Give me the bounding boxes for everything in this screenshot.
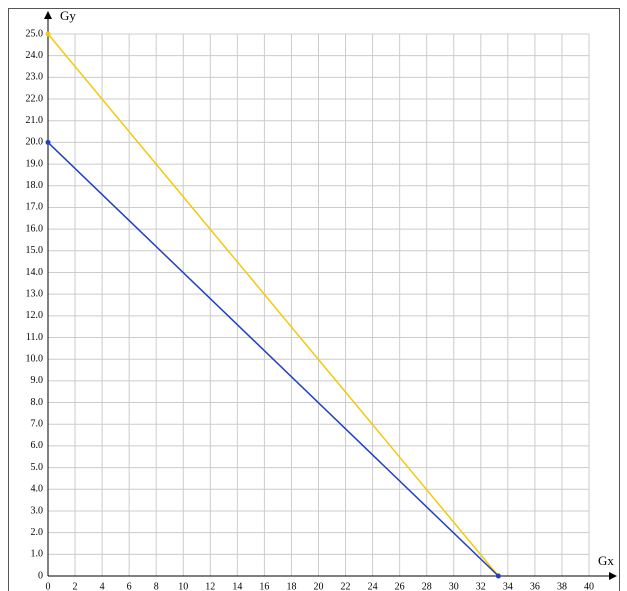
y-tick-label: 13.0 — [26, 288, 44, 299]
x-arrow — [609, 572, 617, 580]
x-tick-label: 32 — [476, 581, 486, 591]
y-tick-label: 18.0 — [26, 180, 44, 191]
y-tick-label: 25.0 — [26, 28, 44, 39]
x-tick-label: 16 — [259, 581, 269, 591]
y-tick-label: 9.0 — [31, 375, 44, 386]
x-tick-label: 10 — [178, 581, 188, 591]
y-tick-label: 1.0 — [31, 549, 44, 560]
y-tick-label: 21.0 — [26, 115, 44, 126]
x-tick-label: 4 — [100, 581, 105, 591]
frame — [8, 8, 620, 591]
y-tick-label: 10.0 — [26, 353, 44, 364]
y-tick-label: 11.0 — [26, 332, 43, 343]
y-tick-label: 20.0 — [26, 137, 44, 148]
point — [45, 31, 51, 37]
y-tick-label: 16.0 — [26, 223, 44, 234]
y-tick-label: 15.0 — [26, 245, 44, 256]
y-tick-label: 23.0 — [26, 72, 44, 83]
x-axis-title: Gx — [598, 553, 614, 568]
x-tick-label: 34 — [503, 581, 513, 591]
y-tick-label: 2.0 — [31, 527, 44, 538]
y-tick-label: 22.0 — [26, 93, 44, 104]
y-axis-title: Gy — [60, 8, 76, 23]
y-tick-label: 5.0 — [31, 462, 44, 473]
y-tick-label: 0 — [38, 570, 43, 581]
x-tick-label: 28 — [422, 581, 432, 591]
x-tick-label: 2 — [73, 581, 78, 591]
x-tick-label: 26 — [395, 581, 405, 591]
y-tick-label: 4.0 — [31, 484, 44, 495]
y-tick-label: 7.0 — [31, 419, 44, 430]
x-tick-label: 36 — [530, 581, 540, 591]
y-tick-label: 12.0 — [26, 310, 44, 321]
x-tick-label: 14 — [232, 581, 242, 591]
x-tick-label: 20 — [314, 581, 324, 591]
point — [45, 139, 51, 145]
y-tick-label: 6.0 — [31, 440, 44, 451]
x-tick-label: 38 — [557, 581, 567, 591]
y-tick-label: 24.0 — [26, 50, 44, 61]
x-tick-label: 0 — [46, 581, 51, 591]
x-tick-label: 30 — [449, 581, 459, 591]
x-tick-label: 22 — [341, 581, 351, 591]
point — [495, 573, 501, 579]
x-tick-label: 24 — [368, 581, 378, 591]
x-tick-label: 8 — [154, 581, 159, 591]
x-tick-label: 40 — [584, 581, 594, 591]
y-tick-label: 8.0 — [31, 397, 44, 408]
series-line — [47, 141, 499, 577]
series-line — [47, 33, 499, 577]
x-tick-label: 12 — [205, 581, 215, 591]
x-tick-label: 18 — [286, 581, 296, 591]
y-tick-label: 3.0 — [31, 505, 44, 516]
y-arrow — [44, 11, 52, 19]
y-tick-label: 17.0 — [26, 202, 44, 213]
y-tick-label: 14.0 — [26, 267, 44, 278]
x-tick-label: 6 — [127, 581, 132, 591]
y-tick-label: 19.0 — [26, 158, 44, 169]
